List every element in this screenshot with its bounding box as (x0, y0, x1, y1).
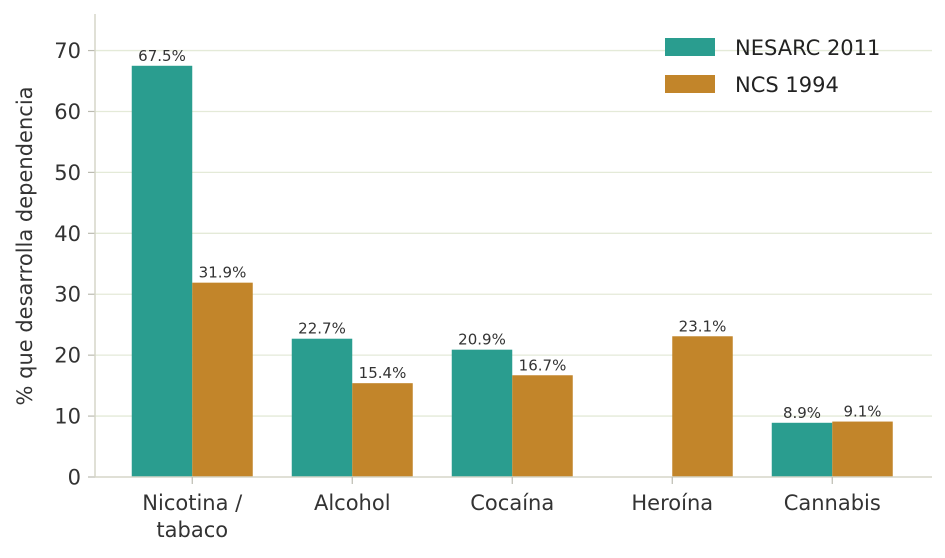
x-tick-label-line: Cannabis (784, 491, 881, 515)
bar (832, 421, 893, 477)
y-tick-label: 30 (54, 283, 81, 307)
legend-swatch (665, 75, 715, 93)
y-tick-label: 60 (54, 100, 81, 124)
axes: 0 10 20 30 40 50 60 70 Nicotina / tabaco Alcohol Co… (54, 14, 932, 542)
bar (672, 336, 733, 477)
bar (352, 383, 413, 477)
data-labels: 67.5% 31.9% 22.7% 15.4% 20.9% 16.7% 23.1% 8.9% 9… (138, 47, 881, 422)
data-label: 9.1% (843, 403, 881, 421)
x-tick-label-line: tabaco (156, 518, 228, 542)
y-tick-label: 0 (68, 466, 81, 490)
x-tick-label-line: Alcohol (314, 491, 391, 515)
x-tick-label-line: Cocaína (470, 491, 554, 515)
data-label: 22.7% (298, 320, 346, 338)
x-tick-label: Heroína (631, 491, 713, 515)
legend: NESARC 2011 NCS 1994 (665, 36, 880, 97)
y-tick-label: 20 (54, 344, 81, 368)
bar (512, 375, 573, 477)
bar (451, 349, 513, 477)
y-tick-label: 70 (54, 39, 81, 63)
data-label: 67.5% (138, 47, 186, 65)
x-tick-label: Nicotina / tabaco (142, 491, 243, 542)
x-tick-label: Cannabis (784, 491, 881, 515)
data-label: 16.7% (519, 356, 567, 374)
data-label: 31.9% (199, 264, 247, 282)
y-axis-title: % que desarrolla dependencia (13, 86, 37, 405)
x-tick-label: Cocaína (470, 491, 554, 515)
data-label: 23.1% (679, 317, 727, 335)
legend-label: NCS 1994 (735, 73, 839, 97)
legend-swatch (665, 38, 715, 56)
x-tick-label-line: Heroína (631, 491, 713, 515)
y-tick-label: 40 (54, 222, 81, 246)
legend-label: NESARC 2011 (735, 36, 880, 60)
bar (131, 65, 193, 477)
data-label: 8.9% (783, 404, 821, 422)
bars (131, 65, 893, 477)
y-tick-label: 10 (54, 405, 81, 429)
bar (192, 282, 253, 477)
data-label: 20.9% (458, 331, 506, 349)
y-tick-label: 50 (54, 161, 81, 185)
bar (771, 422, 833, 477)
bar (291, 338, 353, 477)
x-tick-label: Alcohol (314, 491, 391, 515)
data-label: 15.4% (359, 364, 407, 382)
x-tick-label-line: Nicotina / (142, 491, 243, 515)
